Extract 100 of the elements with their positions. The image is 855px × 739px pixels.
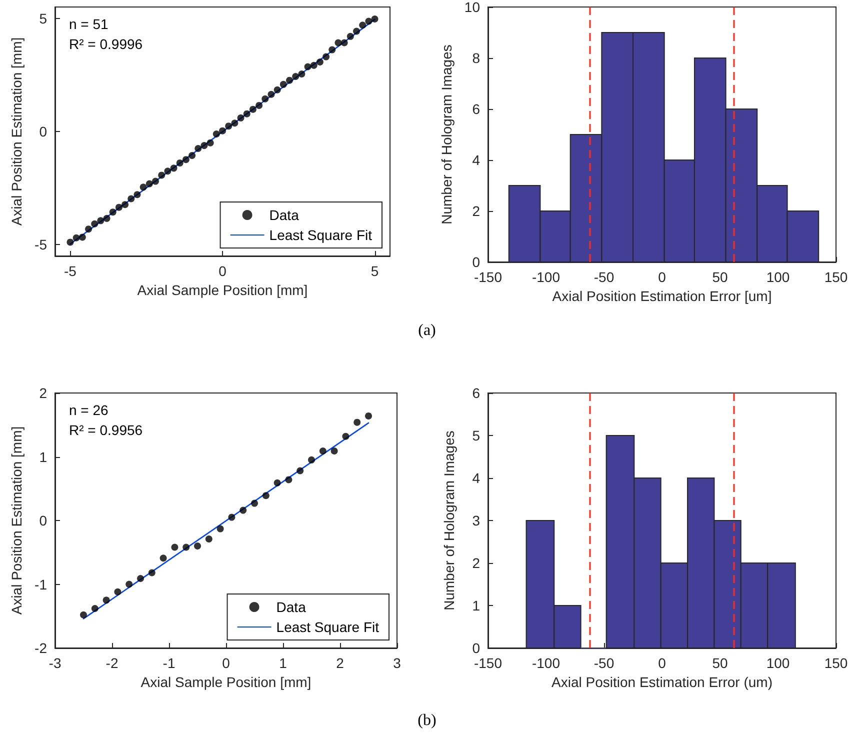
y-tick-label: 5 [39, 10, 48, 26]
point [334, 39, 342, 46]
legend-label: Data [269, 207, 300, 223]
point [296, 467, 304, 474]
point [170, 164, 178, 172]
point [103, 214, 110, 222]
point [200, 142, 208, 150]
y-tick-label: 4 [472, 470, 480, 486]
y-tick-label: -2 [34, 640, 48, 656]
point [146, 180, 153, 188]
point [285, 476, 292, 484]
x-tick-label: -1 [162, 655, 176, 671]
point [322, 53, 330, 60]
point [365, 18, 372, 25]
point [319, 448, 326, 455]
point [91, 220, 98, 228]
point [160, 554, 167, 562]
point [158, 172, 166, 179]
point [66, 238, 74, 246]
point [128, 195, 135, 202]
point [219, 127, 226, 134]
y-tick-label: 0 [39, 512, 48, 528]
x-axis-title: Axial Sample Position [mm] [137, 282, 308, 298]
y-axis-title: Number of Hologram Images [441, 430, 457, 610]
point [310, 62, 318, 69]
x-tick-label: -3 [48, 655, 62, 671]
point [91, 604, 98, 612]
point [194, 542, 201, 550]
x-tick-label: 2 [336, 655, 344, 671]
y-tick-label: 4 [472, 152, 480, 168]
point [182, 544, 190, 551]
point [109, 208, 116, 216]
point [237, 114, 244, 122]
x-tick-label: 1 [279, 655, 288, 671]
x-tick-label: 50 [712, 655, 728, 671]
point [126, 580, 133, 588]
point [137, 575, 144, 582]
x-tick-label: 100 [766, 655, 790, 671]
point [256, 102, 263, 109]
point [216, 525, 224, 532]
point [342, 432, 350, 440]
y-tick-label: 8 [472, 50, 480, 66]
point [354, 418, 361, 426]
point [114, 588, 122, 596]
legend-label: Data [276, 599, 306, 615]
point [274, 86, 281, 94]
y-tick-label: 2 [472, 203, 480, 219]
point [134, 191, 141, 198]
y-tick-label: 3 [472, 512, 480, 528]
x-tick-label: 0 [658, 655, 666, 671]
y-tick-label: 5 [472, 428, 480, 444]
x-axis-title: Axial Position Estimation Error [um] [552, 288, 772, 304]
point [182, 156, 190, 164]
point [365, 412, 372, 420]
point [286, 76, 293, 84]
point [97, 217, 104, 224]
x-tick-label: -150 [474, 655, 502, 671]
annotation: R² = 0.9996 [69, 36, 143, 52]
point [274, 479, 281, 486]
point [328, 46, 336, 54]
point [262, 492, 270, 500]
point [359, 22, 366, 29]
point [243, 110, 250, 118]
x-tick-label: 150 [824, 655, 848, 671]
x-axis-title: Axial Position Estimation Error (um) [552, 674, 772, 690]
point [268, 90, 275, 98]
point [346, 32, 354, 40]
point [304, 63, 312, 70]
x-tick-label: 0 [222, 655, 230, 671]
x-tick-label: -100 [532, 655, 560, 671]
x-tick-label: 100 [766, 269, 790, 285]
y-tick-label: 1 [39, 448, 48, 465]
point [249, 106, 256, 113]
point [152, 178, 159, 185]
y-axis-title: Axial Position Estimation [mm] [8, 37, 25, 226]
point [251, 500, 258, 507]
point [231, 120, 238, 127]
y-tick-label: 1 [472, 598, 480, 614]
x-tick-label: 0 [658, 269, 666, 285]
point [85, 226, 92, 233]
y-tick-label: 6 [472, 385, 480, 401]
point [122, 201, 129, 208]
point [292, 72, 300, 80]
x-tick-label: -100 [532, 269, 560, 285]
text: (b) [418, 712, 436, 730]
point [176, 159, 184, 166]
point [194, 144, 202, 152]
x-tick-label: 3 [393, 655, 402, 671]
point [80, 611, 87, 618]
y-tick-label: -5 [34, 236, 48, 253]
point [298, 70, 306, 78]
point [280, 80, 287, 88]
x-tick-label: -5 [64, 263, 77, 279]
y-tick-label: 6 [472, 101, 480, 117]
point [228, 514, 236, 521]
point [72, 234, 80, 242]
point [240, 506, 247, 514]
text: (a) [418, 322, 436, 340]
x-tick-label: -150 [474, 269, 502, 285]
point [212, 130, 220, 138]
